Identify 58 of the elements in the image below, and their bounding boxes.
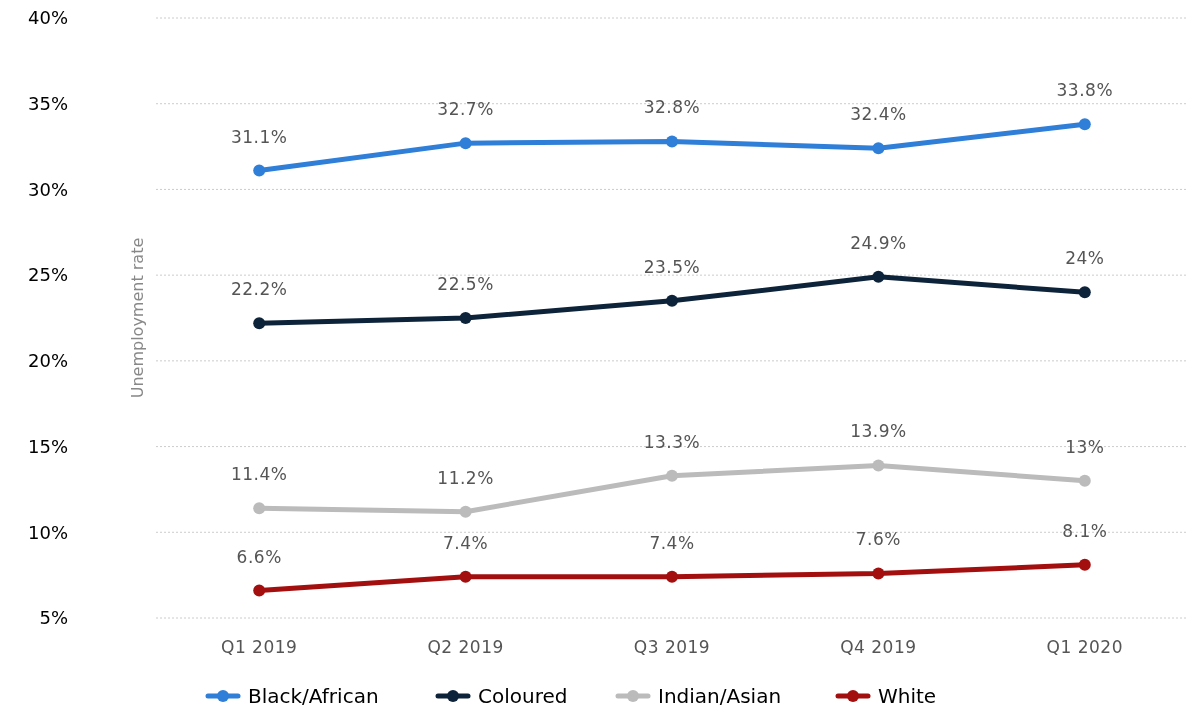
legend-label: Black/African: [248, 684, 379, 708]
point: [666, 135, 678, 148]
x-tick-label: Q3 2019: [633, 637, 711, 657]
data-label: 13.3%: [643, 431, 701, 452]
legend-label: White: [878, 684, 937, 708]
legend-label: Coloured: [478, 684, 568, 708]
x-tick-label: Q4 2019: [840, 637, 917, 657]
data-label: 32.7%: [437, 99, 494, 120]
data-label: 22.2%: [230, 279, 288, 300]
data-label: 11.4%: [230, 464, 288, 485]
data-label: 23.5%: [643, 256, 701, 277]
legend-label: Indian/Asian: [658, 684, 782, 708]
point: [459, 570, 472, 583]
point: [1078, 118, 1091, 131]
point: [459, 312, 472, 324]
point: [666, 570, 678, 583]
data-label: 11.2%: [437, 467, 494, 488]
point: [1078, 474, 1091, 487]
point: [666, 469, 678, 482]
data-label: 13.9%: [850, 421, 907, 442]
point: [872, 567, 885, 580]
x-tick-label: Q1 2019: [221, 637, 298, 657]
point: [666, 294, 678, 307]
y-tick-label: 20%: [27, 350, 68, 372]
data-label: 24%: [1065, 248, 1105, 269]
data-label: 32.8%: [643, 97, 701, 118]
point: [1078, 286, 1091, 299]
point: [253, 584, 266, 597]
point: [253, 164, 266, 177]
data-label: 31.1%: [230, 126, 288, 147]
x-tick-label: Q2 2019: [427, 637, 504, 657]
data-label: 22.5%: [437, 274, 494, 294]
point: [872, 459, 885, 472]
data-label: 7.4%: [649, 532, 695, 553]
point: [253, 317, 266, 330]
y-tick-label: 35%: [27, 93, 68, 115]
y-tick-label: 40%: [27, 7, 68, 29]
data-label: 33.8%: [1056, 80, 1114, 101]
point: [253, 502, 266, 515]
y-tick-label: 5%: [39, 607, 68, 629]
data-label: 8.1%: [1062, 520, 1108, 541]
data-label: 13%: [1065, 436, 1105, 457]
y-tick-label: 25%: [27, 264, 68, 286]
x-tick-label: Q1 2020: [1046, 637, 1123, 657]
data-label: 7.6%: [855, 529, 901, 550]
point: [1078, 558, 1091, 571]
data-label: 6.6%: [236, 546, 282, 567]
data-label: 7.4%: [443, 532, 489, 553]
point: [459, 505, 472, 518]
data-label: 24.9%: [850, 232, 907, 253]
data-label: 32.4%: [850, 104, 907, 125]
y-tick-label: 15%: [27, 435, 68, 457]
y-tick-label: 10%: [27, 521, 68, 543]
y-tick-label: 30%: [27, 178, 68, 200]
point: [872, 270, 885, 283]
y-axis-title: Unemployment rate: [128, 237, 147, 399]
point: [459, 137, 472, 150]
point: [872, 142, 885, 155]
